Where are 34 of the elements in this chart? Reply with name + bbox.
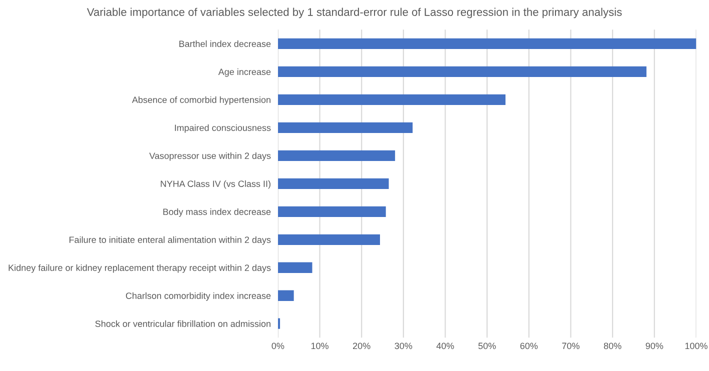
x-tick-label: 100% <box>685 342 708 350</box>
x-tick-label: 70% <box>562 342 580 350</box>
bar <box>278 262 312 273</box>
y-tick-label: Failure to initiate enteral alimentation within 2 days <box>70 236 271 245</box>
x-tick-label: 90% <box>646 342 664 350</box>
y-tick-label: Vasopressor use within 2 days <box>149 152 271 161</box>
bar <box>278 178 389 189</box>
x-tick-label: 30% <box>394 342 412 350</box>
chart-title: Variable importance of variables selected by 1 standard-error rule of Lasso regression in the primary analysis <box>86 8 622 18</box>
y-tick-label: Age increase <box>218 68 271 77</box>
x-tick-label: 0% <box>272 342 284 350</box>
bar <box>278 290 294 301</box>
bar <box>278 150 396 161</box>
bar <box>278 318 280 329</box>
y-tick-label: Impaired consciousness <box>174 124 271 133</box>
x-tick-label: 40% <box>436 342 454 350</box>
x-tick-label: 10% <box>311 342 328 350</box>
x-tick-label: 60% <box>520 342 538 350</box>
bar <box>278 122 413 133</box>
x-tick-label: 20% <box>353 342 370 350</box>
y-tick-label: Absence of comorbid hypertension <box>132 96 270 105</box>
y-tick-label: Barthel index decrease <box>179 40 271 48</box>
bar <box>278 94 506 105</box>
bar <box>278 38 696 49</box>
bar <box>278 66 646 77</box>
y-tick-label: Kidney failure or kidney replacement therapy receipt within 2 days <box>8 264 271 273</box>
y-tick-label: Shock or ventricular fibrillation on admission <box>95 320 270 327</box>
y-tick-label: Body mass index decrease <box>163 208 271 217</box>
y-tick-label: Charlson comorbidity index increase <box>126 292 271 301</box>
y-tick-label: NYHA Class IV (vs Class II) <box>160 180 270 189</box>
bar <box>278 234 380 245</box>
bar <box>278 206 386 217</box>
x-tick-label: 50% <box>478 342 496 350</box>
x-tick-label: 80% <box>604 342 622 350</box>
